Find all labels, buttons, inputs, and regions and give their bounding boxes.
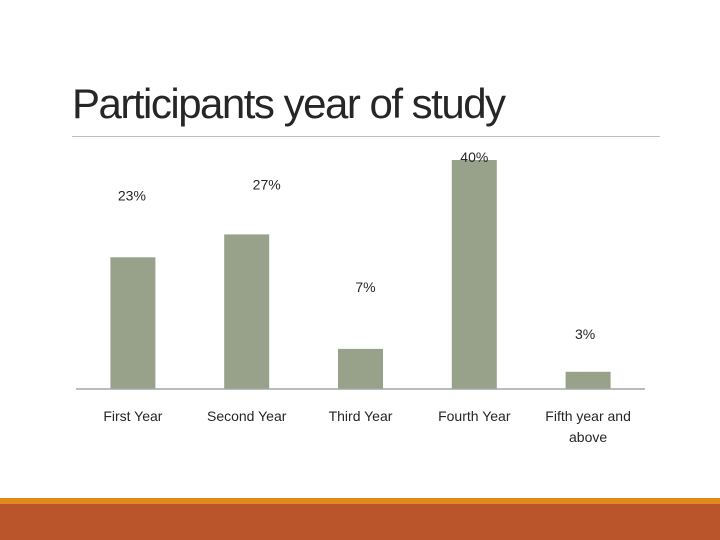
bar-3 [338,348,383,389]
category-label-4: Fourth Year [438,408,511,424]
bar-1 [110,257,156,389]
value-label-3: 7% [355,279,375,295]
value-label-4: 40% [460,149,488,165]
category-label-1: First Year [103,408,162,424]
footer-accent-stripe [0,498,720,504]
footer-band [0,504,720,540]
value-label-1: 23% [118,187,146,203]
value-label-2: 27% [253,176,281,192]
category-label-3: Third Year [329,408,393,424]
bar-4 [451,160,497,389]
category-label-5: Fifth year and above [545,408,631,445]
value-label-5: 3% [575,326,595,342]
slide-title: Participants year of study [72,80,506,127]
bar-5 [565,371,611,389]
bar-2 [224,234,270,389]
category-label-2: Second Year [207,408,287,424]
title-divider [72,136,660,137]
